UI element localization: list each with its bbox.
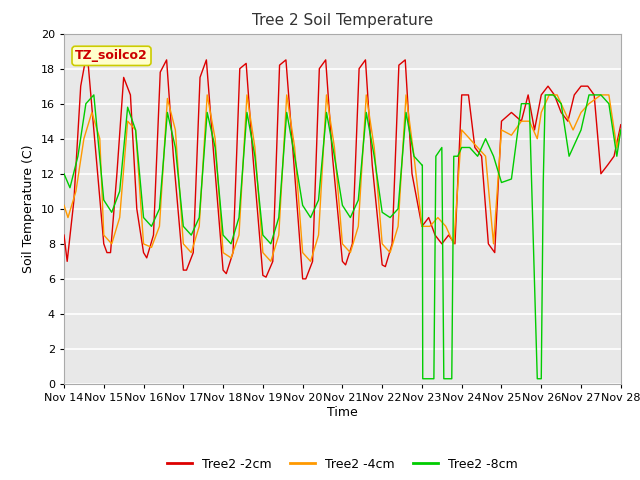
X-axis label: Time: Time — [327, 406, 358, 419]
Text: TZ_soilco2: TZ_soilco2 — [75, 49, 148, 62]
Title: Tree 2 Soil Temperature: Tree 2 Soil Temperature — [252, 13, 433, 28]
Y-axis label: Soil Temperature (C): Soil Temperature (C) — [22, 144, 35, 273]
Legend: Tree2 -2cm, Tree2 -4cm, Tree2 -8cm: Tree2 -2cm, Tree2 -4cm, Tree2 -8cm — [162, 453, 523, 476]
